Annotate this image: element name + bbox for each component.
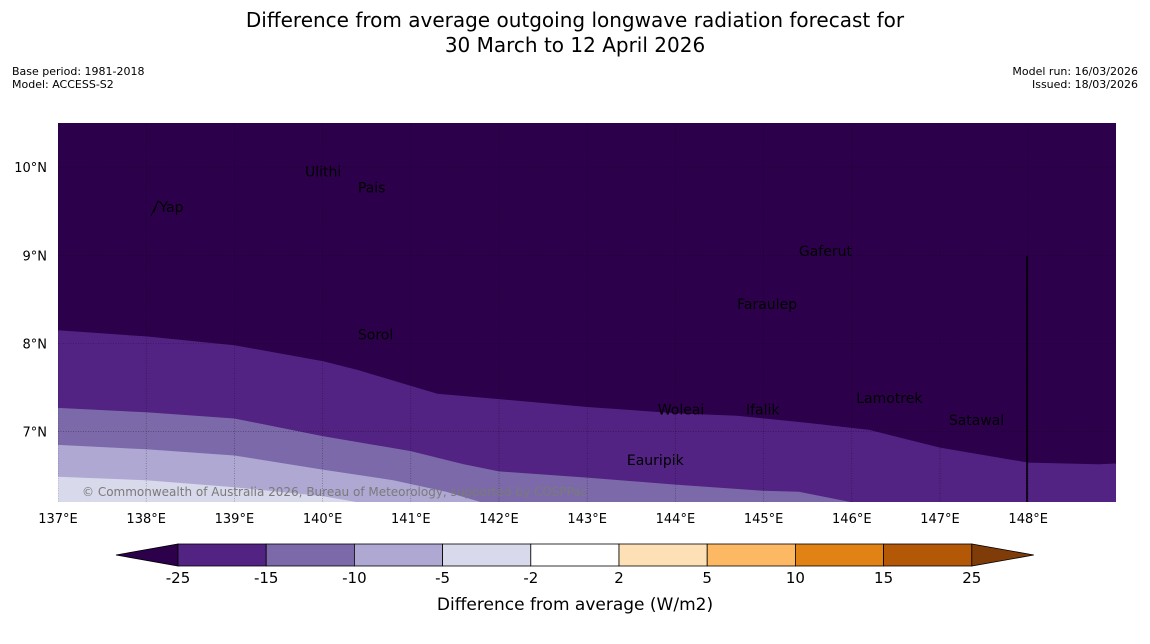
colorbar-segment bbox=[530, 543, 620, 567]
colorbar-tick-label: 15 bbox=[874, 569, 893, 587]
lon-tick-label: 138°E bbox=[126, 512, 166, 527]
chart-title: Difference from average outgoing longwav… bbox=[0, 8, 1150, 58]
colorbar-tick-label: -15 bbox=[254, 569, 279, 587]
lon-tick-label: 146°E bbox=[832, 512, 872, 527]
copyright-notice: © Commonwealth of Australia 2026, Bureau… bbox=[82, 485, 587, 499]
title-line-2: 30 March to 12 April 2026 bbox=[444, 33, 706, 57]
colorbar-tick-label: 10 bbox=[786, 569, 805, 587]
lon-tick-label: 147°E bbox=[920, 512, 960, 527]
place-label-faraulep: Faraulep bbox=[737, 297, 797, 313]
issued-date: Issued: 18/03/2026 bbox=[1031, 78, 1138, 91]
lat-tick-label: 10°N bbox=[14, 161, 47, 176]
lon-tick-label: 145°E bbox=[744, 512, 784, 527]
colorbar-under-triangle bbox=[115, 543, 179, 567]
model-name: Model: ACCESS-S2 bbox=[12, 78, 114, 91]
lat-tick-label: 9°N bbox=[23, 249, 48, 264]
place-label-pais: Pais bbox=[358, 180, 386, 196]
model-run: Model run: 16/03/2026 bbox=[1012, 65, 1138, 78]
colorbar-segment bbox=[353, 543, 443, 567]
place-label-sorol: Sorol bbox=[358, 328, 393, 344]
title-line-1: Difference from average outgoing longwav… bbox=[245, 8, 905, 32]
lon-tick-label: 140°E bbox=[303, 512, 343, 527]
colorbar-segment bbox=[177, 543, 267, 567]
colorbar-tick-label: -10 bbox=[342, 569, 367, 587]
place-label-woleai: Woleai bbox=[658, 403, 705, 419]
lon-tick-label: 141°E bbox=[391, 512, 431, 527]
colorbar-segment bbox=[795, 543, 885, 567]
lon-tick-label: 144°E bbox=[656, 512, 696, 527]
colorbar-tick-label: 25 bbox=[962, 569, 981, 587]
contour-band-4 bbox=[58, 476, 357, 502]
colorbar-label: Difference from average (W/m2) bbox=[437, 595, 713, 615]
lat-tick-label: 7°N bbox=[23, 426, 48, 441]
yap-island-outline bbox=[150, 200, 163, 217]
place-label-gaferut: Gaferut bbox=[799, 244, 853, 260]
colorbar-tick-label: 2 bbox=[614, 569, 624, 587]
colorbar-segment bbox=[883, 543, 973, 567]
colorbar-tick-label: -5 bbox=[435, 569, 450, 587]
colorbar-segment bbox=[618, 543, 708, 567]
lon-tick-label: 148°E bbox=[1008, 512, 1048, 527]
meta-right: Model run: 16/03/2026 Issued: 18/03/2026 bbox=[1012, 65, 1138, 91]
colorbar-tick-label: -2 bbox=[523, 569, 538, 587]
colorbar-tick-label: 5 bbox=[702, 569, 712, 587]
place-label-lamotrek: Lamotrek bbox=[856, 391, 923, 407]
lon-tick-label: 142°E bbox=[479, 512, 519, 527]
place-label-ifalik: Ifalik bbox=[746, 403, 780, 419]
colorbar-over-triangle bbox=[971, 543, 1034, 567]
lon-tick-label: 143°E bbox=[567, 512, 607, 527]
place-label-ulithi: Ulithi bbox=[305, 165, 341, 181]
colorbar-segment bbox=[442, 543, 532, 567]
place-label-satawal: Satawal bbox=[949, 413, 1004, 429]
colorbar-tick-label: -25 bbox=[166, 569, 191, 587]
colorbar-segment bbox=[265, 543, 355, 567]
place-label-yap: Yap bbox=[158, 200, 183, 216]
lon-tick-label: 137°E bbox=[38, 512, 78, 527]
meta-left: Base period: 1981-2018 Model: ACCESS-S2 bbox=[12, 65, 144, 91]
lon-tick-label: 139°E bbox=[215, 512, 255, 527]
base-period: Base period: 1981-2018 bbox=[12, 65, 145, 78]
colorbar-segment bbox=[706, 543, 796, 567]
place-label-eauripik: Eauripik bbox=[627, 453, 685, 469]
lat-tick-label: 8°N bbox=[23, 338, 48, 353]
